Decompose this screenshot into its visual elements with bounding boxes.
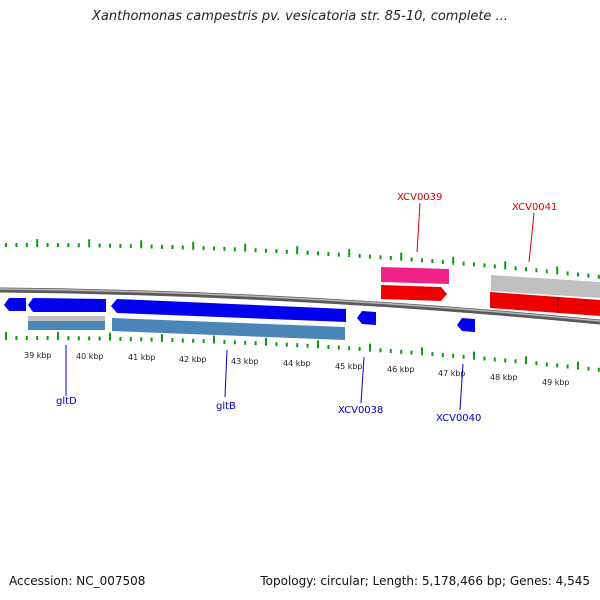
gene-arrow-XCV0038[interactable] bbox=[357, 311, 376, 325]
lower-tick-track bbox=[5, 332, 600, 372]
gene-arrow-gltB[interactable] bbox=[111, 299, 346, 322]
axis-label: 39 kbp bbox=[24, 351, 52, 360]
axis-label: 43 kbp bbox=[231, 357, 259, 366]
upper-tick-track bbox=[5, 239, 600, 279]
axis-label: 45 kbp bbox=[335, 362, 363, 371]
gene-arrow-small-left[interactable] bbox=[4, 298, 26, 311]
leader-gltB bbox=[224, 349, 228, 398]
gene-label-XCV0041[interactable]: XCV0041 bbox=[512, 202, 557, 213]
axis-label: 42 kbp bbox=[179, 355, 207, 364]
genome-backbone-highlight bbox=[0, 288, 600, 322]
cds-gltD[interactable] bbox=[28, 321, 105, 330]
gene-label-gltB[interactable]: gltB bbox=[216, 401, 236, 412]
gene-arrow-XCV0039[interactable] bbox=[381, 267, 449, 284]
axis-label: 49 kbp bbox=[542, 378, 570, 387]
genome-backbone bbox=[0, 287, 600, 325]
gene-arrow-XCV0040[interactable] bbox=[457, 318, 475, 332]
gene-label-gltD[interactable]: gltD bbox=[56, 396, 77, 407]
cds-gltD-gray[interactable] bbox=[28, 316, 105, 321]
axis-label: 47 kbp bbox=[438, 369, 466, 378]
axis-label: 40 kbp bbox=[76, 352, 104, 361]
gene-label-XCV0039[interactable]: XCV0039 bbox=[397, 192, 442, 203]
gene-arrow-XCV0041[interactable] bbox=[490, 292, 600, 316]
cds-gltB[interactable] bbox=[112, 318, 345, 340]
leader-XCV0041 bbox=[528, 212, 535, 263]
topology-summary: Topology: circular; Length: 5,178,466 bp… bbox=[260, 574, 590, 588]
gene-bar-XCV0041[interactable] bbox=[491, 275, 600, 298]
axis-labels: 39 kbp 40 kbp 41 kbp 42 kbp 43 kbp 44 kb… bbox=[24, 351, 570, 387]
gene-arrow-gltD[interactable] bbox=[28, 298, 106, 312]
map-title: Xanthomonas campestris pv. vesicatoria s… bbox=[92, 9, 508, 24]
gene-label-XCV0040[interactable]: XCV0040 bbox=[436, 413, 481, 424]
axis-label: 41 kbp bbox=[128, 353, 156, 362]
axis-label: 48 kbp bbox=[490, 373, 518, 382]
accession-label: Accession: NC_007508 bbox=[9, 574, 146, 588]
axis-label: 44 kbp bbox=[283, 359, 311, 368]
gene-arrow-XCV0039-cds[interactable] bbox=[381, 285, 447, 301]
leader-XCV0039 bbox=[416, 202, 421, 253]
axis-label: 46 kbp bbox=[387, 365, 415, 374]
leader-XCV0040 bbox=[459, 363, 464, 411]
leader-XCV0038 bbox=[360, 356, 365, 404]
gene-label-XCV0038[interactable]: XCV0038 bbox=[338, 405, 383, 416]
